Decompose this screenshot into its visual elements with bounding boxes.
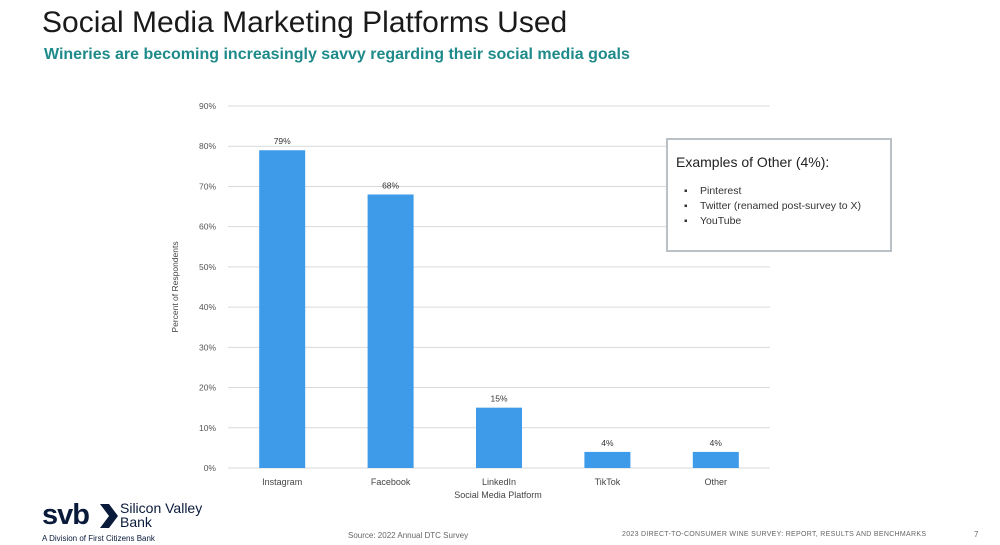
data-label: 68%: [382, 180, 399, 190]
logo-mark: svb: [42, 499, 90, 531]
data-label: 15%: [490, 394, 507, 404]
callout-item: ▪ Pinterest: [676, 184, 890, 199]
bar: [259, 150, 306, 468]
y-tick-label: 70%: [199, 181, 216, 191]
x-axis-label: Social Media Platform: [454, 490, 542, 500]
other-examples-callout: Examples of Other (4%): ▪ Pinterest ▪ Twit…: [666, 138, 892, 252]
callout-item: ▪ YouTube: [676, 214, 890, 229]
x-tick-label: Facebook: [371, 477, 411, 487]
logo-division: A Division of First Citizens Bank: [42, 534, 155, 543]
y-axis-label: Percent of Respondents: [170, 241, 180, 332]
callout-item: ▪ Twitter (renamed post-survey to X): [676, 199, 890, 214]
callout-item-label: Pinterest: [700, 185, 742, 197]
x-axis-ticks: Instagram Facebook LinkedIn TikTok Other: [262, 477, 727, 487]
slide-title: Social Media Marketing Platforms Used: [42, 6, 568, 39]
data-label: 4%: [710, 438, 723, 448]
y-tick-label: 40%: [199, 302, 216, 312]
bar: [584, 451, 631, 468]
chevron-right-icon: [100, 504, 118, 528]
callout-item-label: Twitter (renamed post-survey to X): [700, 200, 862, 212]
page-number: 7: [974, 530, 979, 539]
bullet-icon: ▪: [684, 186, 688, 197]
y-tick-label: 90%: [199, 101, 216, 111]
y-tick-label: 10%: [199, 423, 216, 433]
data-label: 4%: [601, 438, 614, 448]
logo-name-line2: Bank: [120, 514, 152, 530]
x-tick-label: Instagram: [262, 477, 302, 487]
slide-subtitle: Wineries are becoming increasingly savvy…: [44, 46, 630, 63]
callout-list: ▪ Pinterest ▪ Twitter (renamed post-survey…: [676, 184, 890, 229]
data-labels: 79% 68% 15% 4% 4%: [274, 136, 723, 448]
bar: [367, 194, 414, 468]
y-axis-ticks: 0% 10% 20% 30% 40% 50% 60% 70% 80% 90%: [199, 101, 216, 473]
footer-report-title: 2023 DIRECT-TO-CONSUMER WINE SURVEY: REP…: [622, 531, 927, 538]
x-tick-label: TikTok: [595, 477, 621, 487]
bar: [476, 407, 522, 468]
callout-item-label: YouTube: [700, 215, 742, 227]
bar: [692, 451, 739, 468]
y-tick-label: 0%: [204, 463, 217, 473]
source-note: Source: 2022 Annual DTC Survey: [348, 531, 469, 540]
y-tick-label: 30%: [199, 342, 216, 352]
x-tick-label: LinkedIn: [482, 477, 516, 487]
data-label: 79%: [274, 136, 291, 146]
logo-name-line1: Silicon Valley: [120, 500, 203, 516]
logo-name: Silicon Valley Bank: [120, 501, 230, 529]
bars: [259, 150, 739, 468]
callout-title: Examples of Other (4%):: [676, 154, 830, 170]
y-tick-label: 60%: [199, 222, 216, 232]
x-tick-label: Other: [705, 477, 728, 487]
bullet-icon: ▪: [684, 201, 688, 212]
bullet-icon: ▪: [684, 216, 688, 227]
y-tick-label: 20%: [199, 383, 216, 393]
y-tick-label: 50%: [199, 262, 216, 272]
y-tick-label: 80%: [199, 141, 216, 151]
